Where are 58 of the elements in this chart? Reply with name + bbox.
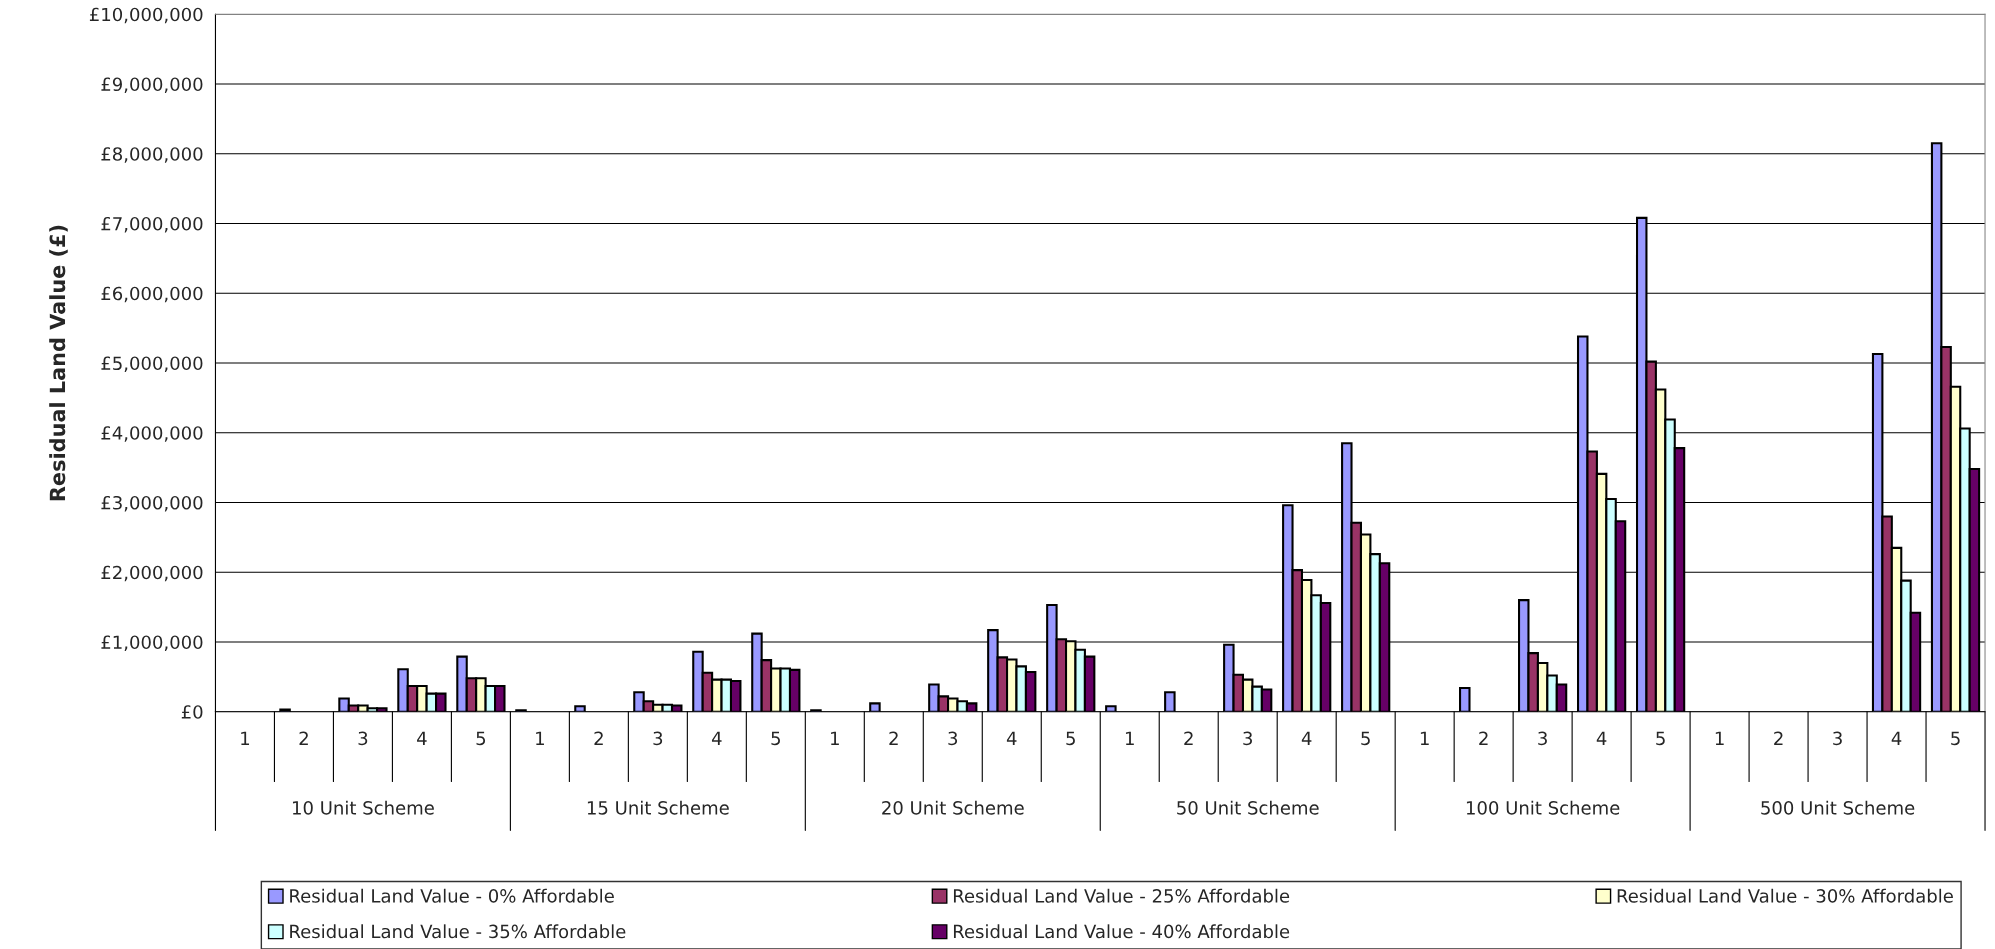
legend-label: Residual Land Value - 35% Affordable — [290, 924, 626, 939]
text: 15 Unit Scheme — [587, 800, 729, 815]
legend-label: Residual Land Value - 0% Affordable — [290, 888, 614, 903]
x-tick-label: 3 — [948, 731, 958, 746]
x-tick-label: 3 — [1538, 731, 1547, 746]
x-tick-label: 4 — [1301, 731, 1312, 745]
legend-label: Residual Land Value - 25% Affordable — [953, 888, 1290, 903]
x-tick-label: 4 — [1596, 731, 1607, 745]
x-tick-label: 1 — [536, 731, 544, 745]
text: 500 Unit Scheme — [1761, 800, 1915, 815]
bar — [574, 705, 586, 712]
legend-label: Residual Land Value - 30% Affordable — [1617, 888, 1953, 903]
y-tick-label: £10,000,000 — [89, 7, 203, 24]
x-tick-label: 5 — [1066, 731, 1075, 746]
x-tick-label: 5 — [1951, 731, 1960, 746]
x-tick-label: 4 — [417, 731, 427, 745]
legend-label: Residual Land Value - 40% Affordable — [953, 924, 1290, 939]
y-tick-label: £5,000,000 — [101, 356, 203, 372]
x-tick-label: 1 — [1715, 731, 1724, 745]
y-axis-title: Residual Land Value (£) — [49, 225, 68, 501]
bar — [869, 702, 881, 712]
x-tick-label: 2 — [594, 731, 603, 745]
y-tick-label: £8,000,000 — [101, 147, 203, 163]
y-tick-label: £6,000,000 — [101, 286, 203, 303]
y-tick-label: £3,000,000 — [101, 495, 203, 512]
x-tick-label: 1 — [1420, 731, 1429, 745]
bar — [1459, 686, 1471, 712]
y-tick-label: £0 — [181, 705, 203, 719]
y-tick-label: £1,000,000 — [101, 635, 203, 651]
x-tick-label: 5 — [1656, 731, 1665, 746]
text: 100 Unit Scheme — [1466, 800, 1620, 815]
x-tick-label: 1 — [241, 731, 250, 745]
x-tick-label: 3 — [1243, 731, 1252, 746]
x-tick-label: 2 — [1184, 731, 1193, 745]
x-tick-label: 5 — [1361, 731, 1370, 746]
x-tick-label: 4 — [1006, 731, 1017, 745]
x-tick-label: 1 — [831, 731, 839, 745]
y-tick-label: £4,000,000 — [101, 426, 203, 442]
x-tick-label: 1 — [1125, 731, 1134, 745]
x-tick-label: 2 — [299, 731, 308, 745]
text: 50 Unit Scheme — [1177, 800, 1319, 815]
text: 10 Unit Scheme — [292, 800, 434, 815]
x-tick-label: 2 — [889, 731, 898, 745]
x-tick-label: 5 — [476, 731, 486, 746]
x-tick-label: 3 — [1833, 731, 1842, 746]
y-tick-label: £9,000,000 — [101, 77, 203, 93]
x-tick-label: 2 — [1479, 731, 1488, 745]
text: 20 Unit Scheme — [882, 800, 1024, 815]
bar — [1105, 705, 1117, 712]
x-tick-label: 2 — [1774, 731, 1783, 745]
y-tick-label: £2,000,000 — [101, 565, 203, 582]
x-tick-label: 3 — [653, 731, 663, 746]
x-tick-label: 3 — [358, 731, 368, 746]
x-tick-label: 4 — [711, 731, 722, 745]
x-tick-label: 5 — [771, 731, 780, 746]
y-tick-label: £7,000,000 — [101, 216, 203, 233]
bar — [1164, 691, 1176, 712]
x-tick-label: 4 — [1891, 731, 1902, 745]
